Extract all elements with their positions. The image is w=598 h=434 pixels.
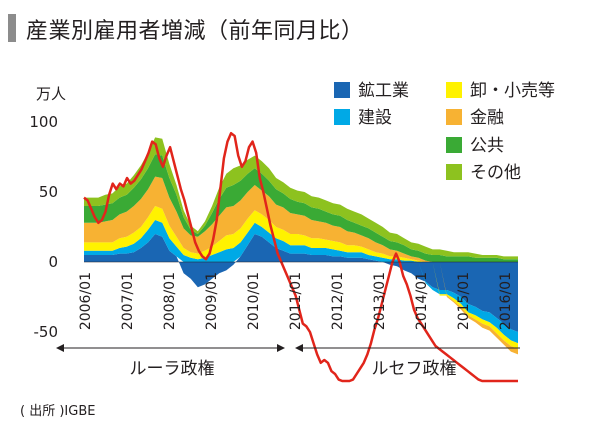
x-tick-label: 2012/01 <box>330 272 346 330</box>
title-accent-bar <box>8 14 16 42</box>
period-lula-arrow-left <box>56 344 64 352</box>
x-tick-label: 2011/01 <box>288 272 304 330</box>
x-tick-label: 2010/01 <box>246 272 262 330</box>
x-tick-label: 2015/01 <box>456 272 472 330</box>
legend-label-other: その他 <box>470 163 521 183</box>
legend-item-finance: 金融 <box>446 103 504 128</box>
y-tick-label: 50 <box>39 183 58 201</box>
x-tick-label: 2009/01 <box>204 272 220 330</box>
legend-item-public: 公共 <box>446 131 504 156</box>
legend-swatch-mining <box>334 82 350 98</box>
period-lula: ルーラ政権 <box>56 344 285 379</box>
y-axis-unit: 万人 <box>36 85 67 103</box>
x-axis-ticks: 2006/01 2007/01 2008/01 2009/01 2010/01 2011/… <box>78 272 514 330</box>
period-rousseff-label: ルセフ政権 <box>372 359 457 379</box>
chart-title: 産業別雇用者増減（前年同月比） <box>26 19 364 44</box>
legend-swatch-wholesale <box>446 82 462 98</box>
legend-swatch-finance <box>446 109 462 125</box>
y-axis-ticks: -50 0 50 100 <box>29 113 58 341</box>
period-lula-label: ルーラ政権 <box>130 359 215 379</box>
x-tick-label: 2008/01 <box>162 272 178 330</box>
legend-label-wholesale: 卸・小売等 <box>470 81 555 101</box>
legend-swatch-other <box>446 164 462 180</box>
y-tick-label: -50 <box>34 323 59 341</box>
legend-item-construction: 建設 <box>334 103 392 128</box>
legend-label-mining: 鉱工業 <box>358 81 409 101</box>
legend-label-finance: 金融 <box>470 108 504 128</box>
y-tick-label: 100 <box>29 113 58 131</box>
period-rousseff-arrow-left <box>295 344 303 352</box>
legend-item-wholesale: 卸・小売等 <box>446 76 555 101</box>
period-lula-arrow-right <box>277 344 285 352</box>
x-tick-label: 2016/01 <box>498 272 514 330</box>
legend-label-construction: 建設 <box>358 108 392 128</box>
legend-swatch-construction <box>334 109 350 125</box>
legend-swatch-public <box>446 137 462 153</box>
legend-item-other: その他 <box>446 158 521 183</box>
total-line-layer <box>83 131 518 383</box>
legend-label-public: 公共 <box>470 136 504 156</box>
period-rousseff: ルセフ政権 <box>295 344 520 379</box>
source-note: ( 出所 )IGBE <box>20 404 96 419</box>
y-tick-label: 0 <box>48 253 58 271</box>
x-tick-label: 2007/01 <box>120 272 136 330</box>
x-tick-label: 2014/01 <box>414 272 430 330</box>
x-tick-label: 2006/01 <box>78 272 94 330</box>
total-line <box>83 131 518 383</box>
legend-item-mining: 鉱工業 <box>334 76 409 101</box>
x-tick-label: 2013/01 <box>372 272 388 330</box>
